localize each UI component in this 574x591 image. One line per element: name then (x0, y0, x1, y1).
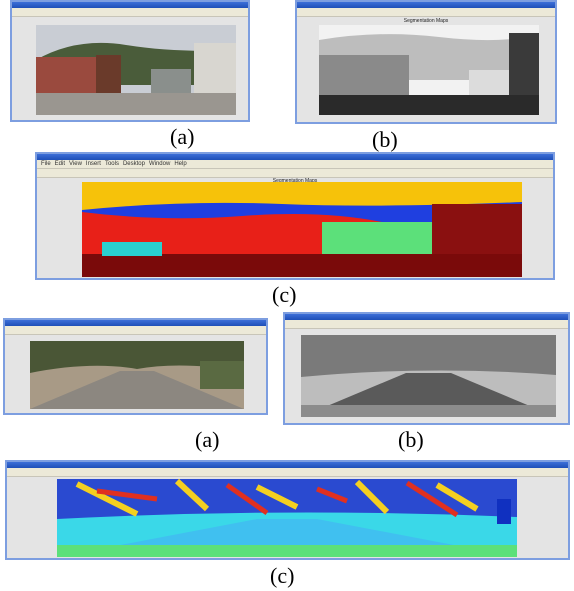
segmentation-map (301, 335, 556, 417)
menu-item[interactable]: File (41, 160, 51, 168)
segmentation-map (319, 25, 539, 115)
window: File Edit View Insert Tools Desktop Window Help… (35, 152, 555, 280)
menu-item[interactable]: Tools (105, 160, 119, 168)
window (10, 0, 250, 122)
menu-item[interactable]: Help (174, 160, 186, 168)
caption: (c) (270, 563, 294, 589)
figure: {"panels": [ {"caption": "(a)"}, {"capti… (0, 0, 574, 591)
caption: (b) (372, 127, 398, 153)
window (3, 318, 268, 415)
photo (36, 25, 236, 115)
plot-title: Segmentation Maps (297, 18, 555, 24)
window (5, 460, 570, 560)
window (283, 312, 570, 425)
segmentation-map (57, 479, 517, 557)
menu-item[interactable]: Edit (55, 160, 65, 168)
photo (30, 341, 244, 409)
caption: (c) (272, 282, 296, 308)
window: Segmentation Maps (295, 0, 557, 124)
caption: (a) (195, 427, 219, 453)
menu-item[interactable]: View (69, 160, 82, 168)
menu-item[interactable]: Window (149, 160, 170, 168)
menu-bar: File Edit View Insert Tools Desktop Window Help (37, 160, 553, 169)
menu-item[interactable]: Desktop (123, 160, 145, 168)
menu-item[interactable]: Insert (86, 160, 101, 168)
caption: (a) (170, 124, 194, 150)
caption: (b) (398, 427, 424, 453)
segmentation-map (82, 182, 522, 277)
